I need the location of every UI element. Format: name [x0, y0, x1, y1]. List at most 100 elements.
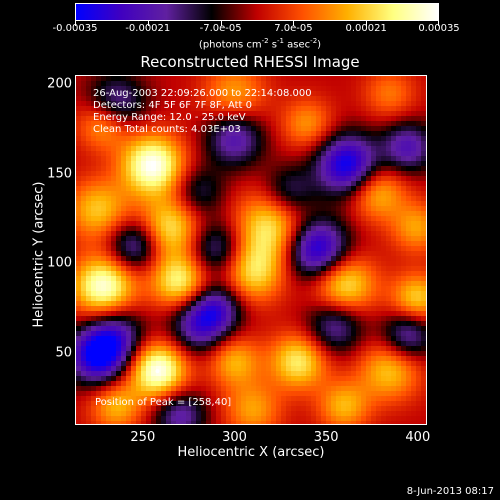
heatmap-cell [126, 176, 132, 182]
heatmap-cell [211, 236, 217, 242]
heatmap-cell [166, 421, 172, 424]
heatmap-cell [226, 156, 232, 162]
heatmap-cell [286, 411, 292, 417]
heatmap-cell [306, 226, 312, 232]
heatmap-cell [421, 206, 426, 212]
heatmap-cell [261, 101, 267, 107]
heatmap-cell [76, 231, 82, 237]
heatmap-cell [96, 186, 102, 192]
heatmap-cell [96, 311, 102, 317]
heatmap-cell [386, 121, 392, 127]
heatmap-cell [306, 206, 312, 212]
heatmap-cell [391, 106, 397, 112]
heatmap-cell [226, 121, 232, 127]
heatmap-cell [266, 211, 272, 217]
heatmap-cell [421, 396, 426, 402]
peak-marker [155, 369, 160, 374]
heatmap-cell [401, 106, 407, 112]
heatmap-cell [246, 161, 252, 167]
heatmap-cell [401, 121, 407, 127]
colorbar-tick-label: 0.00035 [418, 23, 460, 34]
heatmap-cell [291, 91, 297, 97]
heatmap-cell [386, 101, 392, 107]
heatmap-cell [271, 316, 277, 322]
heatmap-cell [246, 151, 252, 157]
heatmap-cell [296, 421, 302, 424]
heatmap-cell [296, 331, 302, 337]
heatmap-cell [256, 121, 262, 127]
heatmap-cell [321, 386, 327, 392]
heatmap-cell [166, 136, 172, 142]
heatmap-cell [256, 406, 262, 412]
heatmap-cell [401, 396, 407, 402]
heatmap-cell [246, 146, 252, 152]
heatmap-cell [321, 201, 327, 207]
heatmap-cell [231, 381, 237, 387]
heatmap-cell [146, 376, 152, 382]
heatmap-cell [166, 396, 172, 402]
heatmap-cell [221, 391, 227, 397]
heatmap-cell [161, 341, 167, 347]
heatmap-cell [341, 221, 347, 227]
heatmap-cell [331, 271, 337, 277]
heatmap-cell [176, 321, 182, 327]
heatmap-cell [376, 171, 382, 177]
heatmap-cell [121, 186, 127, 192]
heatmap-cell [176, 186, 182, 192]
heatmap-cell [226, 406, 232, 412]
heatmap-cell [421, 376, 426, 382]
heatmap-cell [201, 366, 207, 372]
heatmap-cell [346, 206, 352, 212]
heatmap-cell [276, 421, 282, 424]
heatmap-cell [176, 191, 182, 197]
heatmap-cell [336, 81, 342, 87]
heatmap-cell [351, 91, 357, 97]
heatmap-cell [351, 211, 357, 217]
heatmap-cell [301, 286, 307, 292]
heatmap-cell [116, 256, 122, 262]
heatmap-cell [291, 231, 297, 237]
heatmap-cell [131, 406, 137, 412]
heatmap-cell [246, 111, 252, 117]
heatmap-cell [311, 371, 317, 377]
heatmap-cell [366, 156, 372, 162]
heatmap-cell [196, 151, 202, 157]
heatmap-cell [411, 261, 417, 267]
heatmap-cell [386, 391, 392, 397]
heatmap-cell [86, 276, 92, 282]
heatmap-cell [326, 321, 332, 327]
heatmap-cell [161, 186, 167, 192]
heatmap-cell [386, 151, 392, 157]
heatmap-cell [106, 261, 112, 267]
heatmap-cell [296, 221, 302, 227]
heatmap-cell [306, 421, 312, 424]
heatmap-cell [406, 411, 412, 417]
heatmap-cell [111, 306, 117, 312]
heatmap-cell [181, 216, 187, 222]
heatmap-cell [236, 131, 242, 137]
heatmap-cell [386, 216, 392, 222]
heatmap-cell [151, 356, 157, 362]
heatmap-cell [371, 326, 377, 332]
heatmap-cell [141, 331, 147, 337]
heatmap-cell [311, 191, 317, 197]
heatmap-cell [406, 116, 412, 122]
heatmap-cell [251, 76, 257, 82]
heatmap-cell [131, 346, 137, 352]
heatmap-cell [221, 111, 227, 117]
heatmap-cell [91, 301, 97, 307]
heatmap-cell [401, 186, 407, 192]
heatmap-cell [246, 261, 252, 267]
heatmap-cell [146, 231, 152, 237]
heatmap-cell [271, 356, 277, 362]
heatmap-cell [221, 376, 227, 382]
heatmap-cell [416, 336, 422, 342]
heatmap-cell [401, 271, 407, 277]
heatmap-cell [356, 126, 362, 132]
heatmap-cell [241, 311, 247, 317]
heatmap-cell [236, 416, 242, 422]
heatmap-cell [306, 371, 312, 377]
heatmap-cell [416, 156, 422, 162]
heatmap-cell [351, 356, 357, 362]
heatmap-cell [381, 166, 387, 172]
